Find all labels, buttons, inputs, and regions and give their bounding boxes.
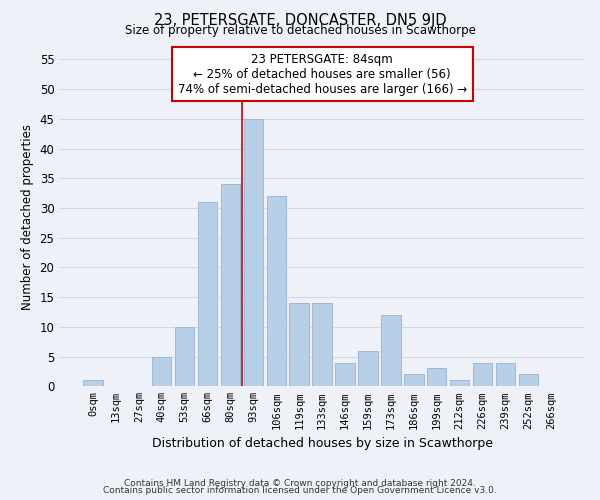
Bar	[266, 196, 286, 386]
Bar	[427, 368, 446, 386]
Bar	[404, 374, 424, 386]
Bar	[289, 303, 309, 386]
Y-axis label: Number of detached properties: Number of detached properties	[21, 124, 34, 310]
Bar	[83, 380, 103, 386]
Bar	[518, 374, 538, 386]
Text: 23 PETERSGATE: 84sqm
← 25% of detached houses are smaller (56)
74% of semi-detac: 23 PETERSGATE: 84sqm ← 25% of detached h…	[178, 52, 467, 96]
Text: Contains public sector information licensed under the Open Government Licence v3: Contains public sector information licen…	[103, 486, 497, 495]
Bar	[496, 362, 515, 386]
Bar	[450, 380, 469, 386]
Bar	[221, 184, 240, 386]
Bar	[335, 362, 355, 386]
Bar	[381, 315, 401, 386]
Bar	[198, 202, 217, 386]
Bar	[358, 350, 378, 386]
X-axis label: Distribution of detached houses by size in Scawthorpe: Distribution of detached houses by size …	[152, 437, 493, 450]
Bar	[313, 303, 332, 386]
Bar	[152, 356, 172, 386]
Text: Size of property relative to detached houses in Scawthorpe: Size of property relative to detached ho…	[125, 24, 475, 37]
Bar	[473, 362, 493, 386]
Bar	[244, 119, 263, 386]
Bar	[175, 327, 194, 386]
Text: Contains HM Land Registry data © Crown copyright and database right 2024.: Contains HM Land Registry data © Crown c…	[124, 478, 476, 488]
Text: 23, PETERSGATE, DONCASTER, DN5 9JD: 23, PETERSGATE, DONCASTER, DN5 9JD	[154, 12, 446, 28]
